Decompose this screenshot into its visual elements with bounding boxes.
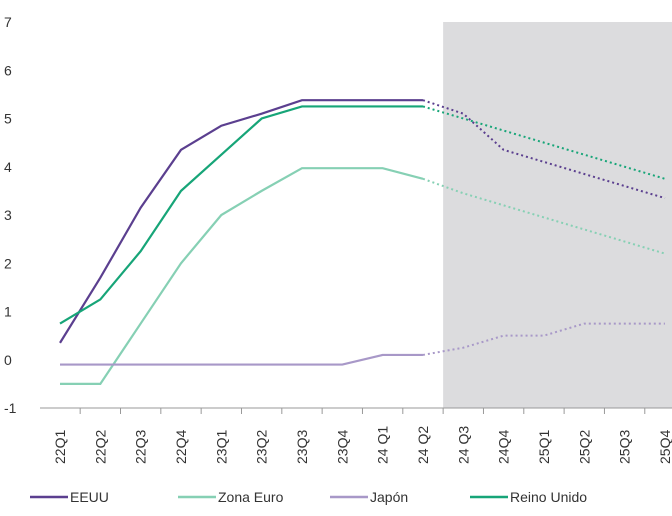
y-tick-label: 7 [4,14,12,30]
y-tick-label: 4 [4,159,12,175]
x-tick-label: 23Q3 [294,430,310,464]
line [60,167,424,385]
legend-label: EEUU [70,489,109,505]
forecast-line [422,105,666,180]
x-tick-label: 23Q2 [254,430,270,464]
y-tick-label: 6 [4,62,12,78]
x-tick-label: 25Q3 [617,430,633,464]
x-tick-label: 25Q1 [536,430,552,464]
forecast-line [422,177,666,255]
x-tick-label: 22Q1 [52,430,68,464]
forecast-line [422,322,665,356]
y-tick-label: 5 [4,111,12,127]
x-tick-label: 22Q4 [173,430,189,464]
x-tick-label: 25Q2 [576,430,592,464]
legend-label: Japón [370,489,408,505]
x-tick-label: 23Q4 [334,430,350,464]
x-tick-label: 25Q4 [657,430,672,464]
x-tick-label: 24 Q3 [455,426,471,464]
y-tick-label: 1 [4,304,12,320]
x-tick-label: 24Q4 [496,430,512,464]
y-tick-label: 2 [4,255,12,271]
line [60,353,423,366]
line [59,105,423,325]
line [59,99,423,344]
forecast-region [443,22,672,408]
y-tick-label: 0 [4,352,12,368]
x-tick-label: 23Q1 [213,430,229,464]
legend-label: Reino Unido [510,489,587,505]
x-tick-label: 24 Q2 [415,426,431,464]
x-tick-label: 22Q3 [133,430,149,464]
y-tick-label: -1 [4,400,17,416]
x-tick-label: 24 Q1 [375,426,391,464]
legend-label: Zona Euro [218,489,284,505]
y-tick-label: 3 [4,207,12,223]
x-tick-label: 22Q2 [92,430,108,464]
